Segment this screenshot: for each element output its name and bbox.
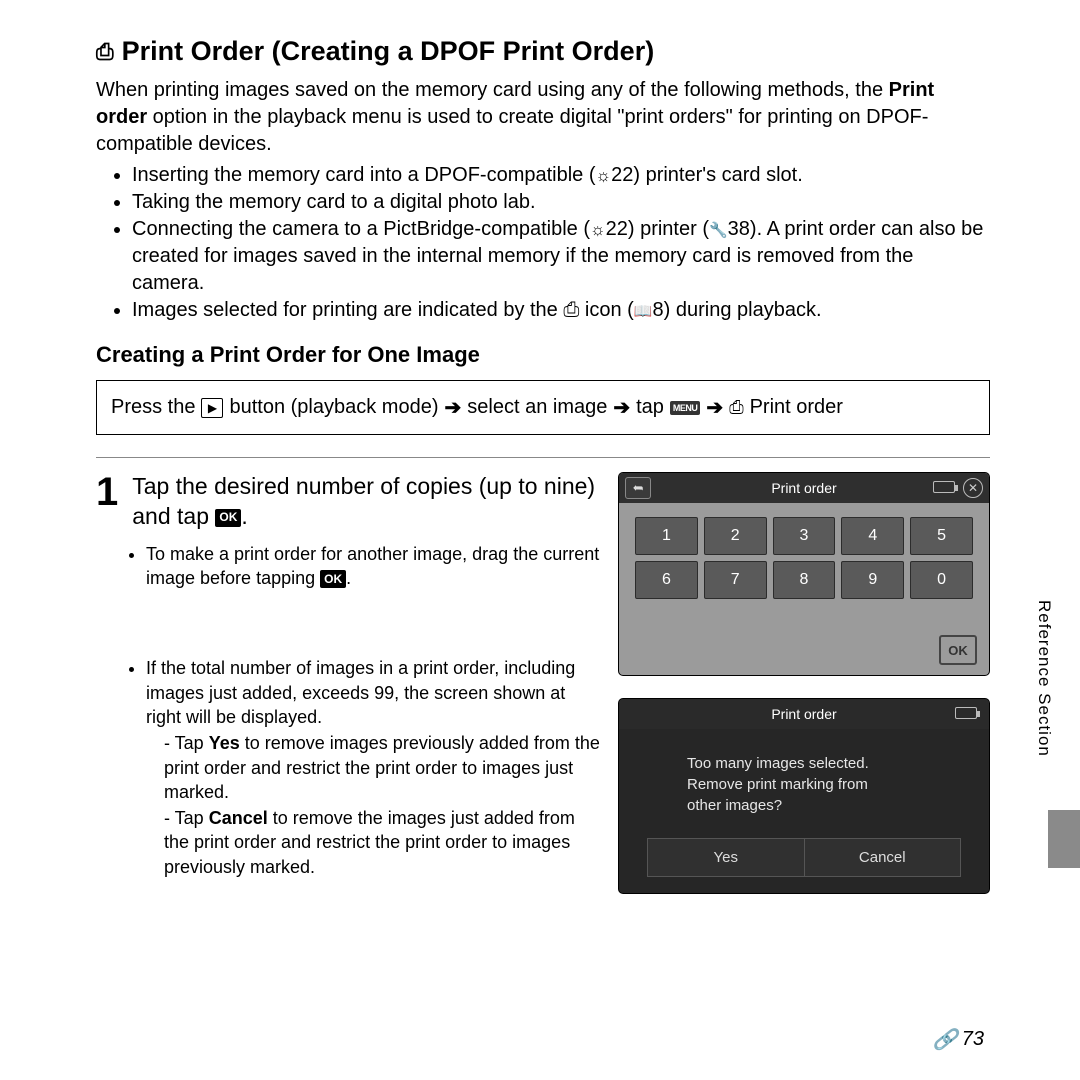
ok-icon: OK (215, 509, 241, 527)
camera-screen-keypad: ➦ Print order ✕ 1 2 3 4 5 6 7 8 9 0 (618, 472, 990, 676)
spec-icon (596, 164, 612, 186)
divider (96, 457, 990, 458)
battery-icon (933, 481, 955, 493)
intro-bullets: Inserting the memory card into a DPOF-co… (96, 162, 990, 324)
section-tab (1048, 810, 1080, 868)
camera-screen-dialog: Print order Too many images selected. Re… (618, 698, 990, 894)
key-5[interactable]: 5 (910, 517, 973, 555)
yes-button[interactable]: Yes (648, 839, 805, 876)
menu-icon: MENU (670, 401, 701, 415)
screen-title: Print order (771, 706, 836, 722)
ok-button[interactable]: OK (939, 635, 977, 665)
step-number: 1 (96, 472, 118, 512)
print-mark-icon: ⎙ (563, 299, 579, 321)
manual-icon (634, 299, 653, 321)
step-text: Tap the desired number of copies (up to … (132, 473, 595, 529)
dialog-message: Too many images selected. Remove print m… (619, 729, 989, 816)
navigation-path: Press the ▶ button (playback mode) ➔ sel… (96, 380, 990, 435)
section-tab-label: Reference Section (1034, 600, 1054, 757)
spec-icon (590, 218, 606, 240)
step-sub-bullet: To make a print order for another image,… (146, 542, 602, 591)
key-1[interactable]: 1 (635, 517, 698, 555)
page-title: ⎙ Print Order (Creating a DPOF Print Ord… (96, 36, 990, 67)
key-6[interactable]: 6 (635, 561, 698, 599)
ok-icon: OK (320, 570, 346, 588)
cancel-button[interactable]: Cancel (805, 839, 961, 876)
key-4[interactable]: 4 (841, 517, 904, 555)
key-7[interactable]: 7 (704, 561, 767, 599)
ref-icon (709, 218, 728, 240)
ref-icon: 🔗 (933, 1027, 958, 1052)
playback-icon: ▶ (201, 398, 223, 418)
battery-icon (955, 707, 977, 719)
print-icon: ⎙ (96, 39, 114, 65)
number-keypad: 1 2 3 4 5 6 7 8 9 0 (619, 503, 989, 607)
back-button[interactable]: ➦ (625, 477, 651, 499)
key-3[interactable]: 3 (773, 517, 836, 555)
key-0[interactable]: 0 (910, 561, 973, 599)
key-2[interactable]: 2 (704, 517, 767, 555)
page-number: 🔗 73 (933, 1027, 984, 1052)
key-8[interactable]: 8 (773, 561, 836, 599)
step-sub-bullet: If the total number of images in a print… (146, 656, 602, 879)
key-9[interactable]: 9 (841, 561, 904, 599)
section-subhead: Creating a Print Order for One Image (96, 342, 990, 368)
close-button[interactable]: ✕ (963, 478, 983, 498)
print-icon: ⎙ (729, 397, 743, 418)
screen-title: Print order (771, 480, 836, 496)
intro-paragraph: When printing images saved on the memory… (96, 77, 990, 158)
